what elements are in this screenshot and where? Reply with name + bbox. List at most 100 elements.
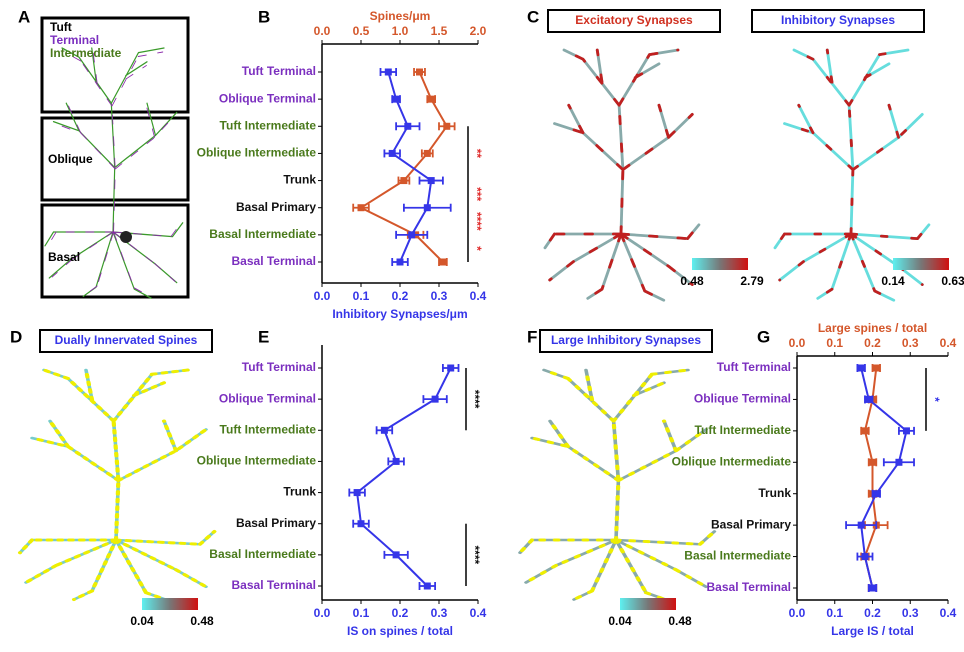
panel-letter: A [18, 7, 30, 26]
colorbar-label: 0.63 [941, 274, 964, 288]
significance: **** [468, 546, 482, 565]
x2-axis-label: Large spines / total [818, 321, 927, 335]
point [861, 553, 868, 560]
colorbar [893, 258, 949, 270]
category-label: Basal Intermediate [684, 549, 791, 563]
category-label: Basal Primary [711, 517, 791, 531]
x-tick-label: 0.1 [826, 606, 843, 620]
point [393, 96, 400, 103]
x2-tick-label: 2.0 [470, 24, 487, 38]
category-label: Oblique Intermediate [197, 454, 317, 468]
point [432, 396, 439, 403]
point [393, 551, 400, 558]
panel-letter: G [757, 327, 770, 346]
category-label: Oblique Intermediate [197, 146, 317, 160]
colorbar-label: 0.48 [190, 614, 214, 628]
panel-a: Tuft Terminal Intermediate Oblique Basal [42, 18, 188, 298]
panel-letter: C [527, 7, 539, 26]
point [381, 427, 388, 434]
panel-letter: D [10, 327, 22, 346]
x2-axis-label: Spines/μm [370, 9, 431, 23]
x-tick-label: 0.1 [353, 606, 370, 620]
category-label: Tuft Terminal [717, 360, 791, 374]
point [447, 365, 454, 372]
category-label: Basal Primary [236, 200, 316, 214]
point [424, 583, 431, 590]
point [858, 522, 865, 529]
neuron-overlay [520, 370, 714, 601]
colorbar-label: 0.04 [608, 614, 632, 628]
x2-tick-label: 0.2 [864, 336, 881, 350]
x-tick-label: 0.4 [470, 606, 487, 620]
significance: * [470, 246, 484, 251]
x-tick-label: 0.1 [353, 289, 370, 303]
panel-letter: E [258, 327, 269, 346]
colorbar-label: 0.04 [130, 614, 154, 628]
x2-tick-label: 0.3 [902, 336, 919, 350]
x-axis-label: IS on spines / total [347, 624, 453, 638]
x2-tick-label: 1.0 [392, 24, 409, 38]
category-label: Trunk [283, 173, 316, 187]
x2-tick-label: 0.4 [940, 336, 957, 350]
colorbar [620, 598, 676, 610]
x-tick-label: 0.4 [940, 606, 957, 620]
x2-tick-label: 0.0 [314, 24, 331, 38]
colorbar-label: 0.48 [680, 274, 704, 288]
x-tick-label: 0.0 [314, 289, 331, 303]
x-tick-label: 0.2 [392, 289, 409, 303]
x-tick-label: 0.4 [470, 289, 487, 303]
x-tick-label: 0.0 [789, 606, 806, 620]
point [428, 177, 435, 184]
image-title: Excitatory Synapses [575, 13, 693, 27]
x-tick-label: 0.0 [314, 606, 331, 620]
significance: *** [470, 187, 484, 201]
image-title: Large Inhibitory Synapses [551, 333, 701, 347]
category-label: Basal Primary [236, 516, 316, 530]
colorbar-label: 0.14 [881, 274, 905, 288]
colorbar-label: 2.79 [740, 274, 764, 288]
point [354, 489, 361, 496]
panel-letter: F [527, 327, 537, 346]
category-label: Tuft Intermediate [220, 422, 317, 436]
neuron-overlay [20, 370, 214, 601]
point [408, 231, 415, 238]
category-label: Oblique Terminal [219, 391, 316, 405]
category-label: Basal Intermediate [209, 227, 316, 241]
point [443, 123, 450, 130]
point [358, 520, 365, 527]
x-axis-label: Inhibitory Synapses/μm [332, 307, 467, 321]
colorbar [692, 258, 748, 270]
x2-tick-label: 0.5 [353, 24, 370, 38]
x-tick-label: 0.2 [864, 606, 881, 620]
x-tick-label: 0.2 [392, 606, 409, 620]
point [400, 177, 407, 184]
point [416, 69, 423, 76]
x-axis-label: Large IS / total [831, 624, 914, 638]
point [869, 585, 876, 592]
neuron-overlay [545, 50, 699, 300]
point [397, 259, 404, 266]
image-title: Inhibitory Synapses [781, 13, 895, 27]
category-label: Oblique Terminal [694, 392, 791, 406]
point [873, 490, 880, 497]
point [858, 365, 865, 372]
point [895, 459, 902, 466]
x2-tick-label: 0.1 [826, 336, 843, 350]
category-label: Tuft Terminal [242, 64, 316, 78]
category-label: Tuft Terminal [242, 360, 316, 374]
label-terminal: Terminal [50, 33, 99, 47]
x2-tick-label: 1.5 [431, 24, 448, 38]
category-label: Basal Intermediate [209, 547, 316, 561]
category-label: Trunk [283, 485, 316, 499]
point [865, 396, 872, 403]
point [869, 459, 876, 466]
colorbar-label: 0.48 [668, 614, 692, 628]
category-label: Basal Terminal [707, 580, 791, 594]
significance: **** [470, 212, 484, 231]
label-tuft: Tuft [50, 20, 72, 34]
category-label: Trunk [758, 486, 791, 500]
point [424, 204, 431, 211]
point [358, 204, 365, 211]
point [428, 96, 435, 103]
point [439, 259, 446, 266]
